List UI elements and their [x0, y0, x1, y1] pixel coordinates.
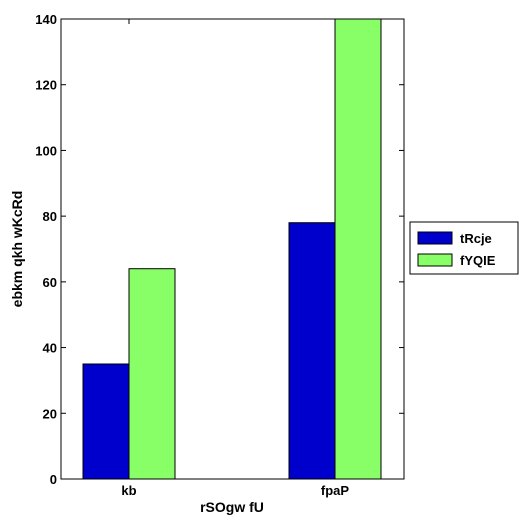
bars-group — [82, 18, 382, 480]
plot-frame — [60, 18, 405, 480]
y-tick-label: 100 — [35, 143, 57, 158]
x-tick-label: fpaP — [321, 483, 350, 498]
x-axis-ticks: kb fpaP — [121, 19, 349, 498]
y-tick-label: 0 — [50, 472, 57, 487]
bar-2-kb — [128, 268, 176, 480]
bar-1-fpaP — [288, 222, 336, 480]
y-tick-label: 80 — [43, 209, 57, 224]
legend-frame — [409, 221, 519, 275]
y-tick-label: 140 — [35, 12, 57, 27]
y-axis-ticks: 0 20 40 60 80 100 120 140 — [35, 12, 404, 487]
x-axis-title: rSOgw fU — [200, 499, 264, 515]
bar-1-kb — [82, 363, 130, 480]
legend-swatch-1 — [417, 231, 453, 245]
bar-2-fpaP — [334, 18, 382, 480]
legend: tRcje fYQIE — [409, 221, 519, 275]
y-tick-label: 60 — [43, 275, 57, 290]
legend-label-1: tRcje — [460, 231, 492, 246]
y-tick-label: 20 — [43, 406, 57, 421]
legend-label-2: fYQIE — [460, 253, 496, 268]
y-axis-title: ebkm qkh wKcRd — [9, 191, 25, 308]
x-tick-label: kb — [121, 483, 136, 498]
y-tick-label: 120 — [35, 78, 57, 93]
legend-swatch-2 — [417, 253, 453, 267]
y-tick-label: 40 — [43, 341, 57, 356]
